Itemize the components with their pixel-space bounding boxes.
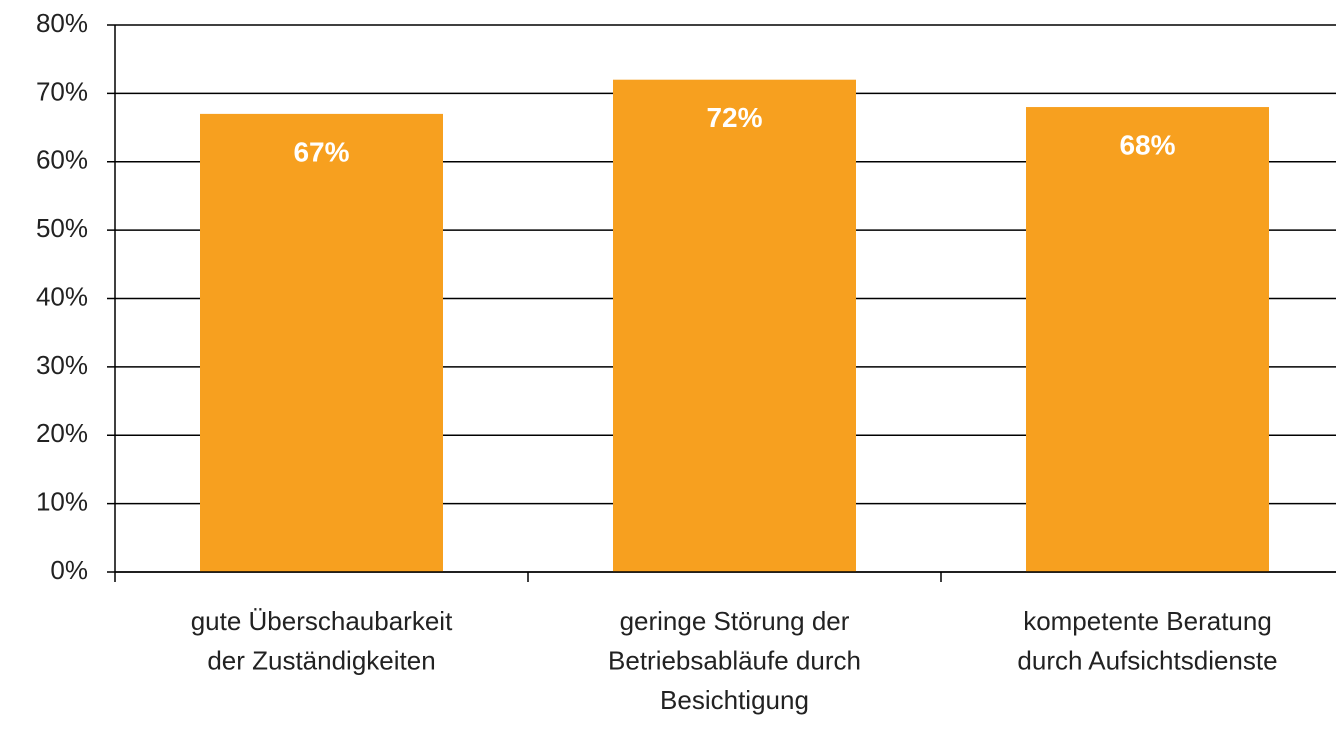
- x-tick-label: gute Überschaubarkeit der Zuständigkeiten: [191, 606, 453, 676]
- bar: [613, 79, 856, 572]
- y-tick-label: 0%: [50, 555, 88, 585]
- y-tick-label: 60%: [36, 145, 88, 175]
- x-tick-label: geringe Störung der Betriebsabläufe durch…: [608, 606, 861, 715]
- y-tick-label: 50%: [36, 213, 88, 243]
- y-tick-label: 10%: [36, 487, 88, 517]
- y-tick-label: 20%: [36, 418, 88, 448]
- y-tick-label: 30%: [36, 350, 88, 380]
- y-tick-label: 70%: [36, 76, 88, 106]
- bar: [200, 113, 443, 572]
- y-tick-label: 80%: [36, 8, 88, 38]
- bar: [1026, 107, 1269, 573]
- y-tick-label: 40%: [36, 281, 88, 311]
- value-label: 67%: [293, 136, 349, 167]
- value-label: 72%: [706, 102, 762, 133]
- x-tick-label: kompetente Beratung durch Aufsichtsdienst…: [1017, 606, 1277, 676]
- value-label: 68%: [1119, 129, 1175, 160]
